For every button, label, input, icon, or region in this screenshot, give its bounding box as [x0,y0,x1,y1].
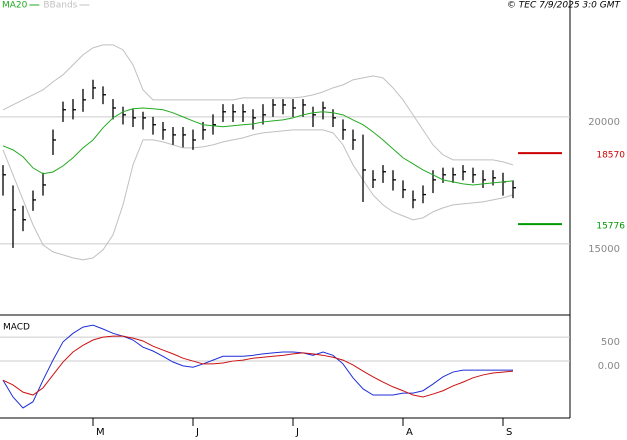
legend-label: BBands [43,1,77,11]
x-tick-label: M [96,427,105,438]
bband-lower [2,129,514,261]
bband-upper [2,44,514,166]
level-label: 18570 [596,151,625,161]
x-tick-label: J [195,427,199,438]
x-tick-label: S [506,427,512,438]
y-tick-label: 15000 [588,244,620,255]
level-label: 15776 [596,222,625,232]
y-tick-label: 20000 [588,117,620,128]
indicator-line [2,335,514,398]
attribution: © TEC 7/9/2025 3:0 GMT [507,1,622,11]
ma-line [2,107,514,186]
legend-label: MA20 [2,1,28,11]
panel-title: MACD [3,323,30,333]
y-tick-label: 0.00 [598,361,620,372]
indicator-line [2,324,513,409]
x-tick-label: J [295,427,299,438]
x-tick-label: A [406,427,413,438]
y-tick-label: 500 [601,337,620,348]
